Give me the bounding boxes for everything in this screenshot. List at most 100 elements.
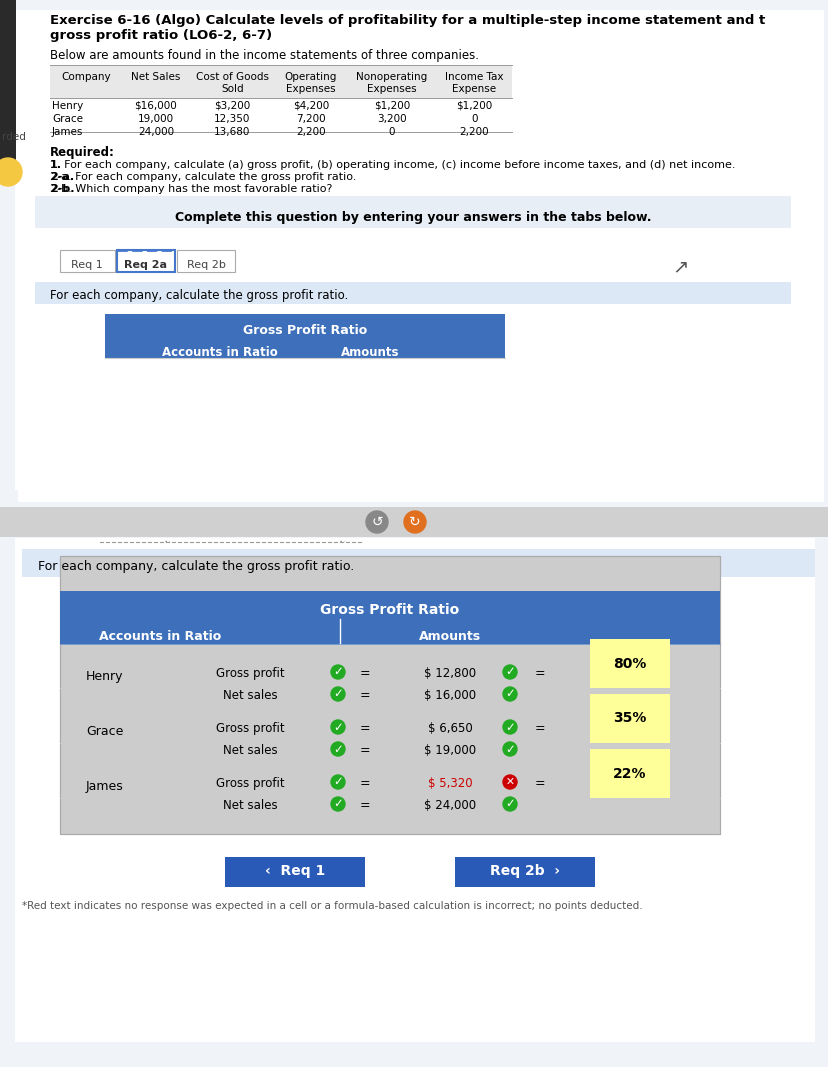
Text: $ 6,650: $ 6,650 (427, 722, 472, 735)
Text: 35%: 35% (613, 712, 646, 726)
Text: ✓: ✓ (333, 687, 343, 701)
Text: ✓: ✓ (333, 797, 343, 811)
Text: Exercise 6-16 (Algo) Calculate levels of profitability for a multiple-step incom: Exercise 6-16 (Algo) Calculate levels of… (50, 14, 764, 27)
FancyBboxPatch shape (60, 690, 720, 743)
Text: =: = (359, 799, 370, 812)
FancyBboxPatch shape (22, 550, 814, 577)
Text: 2-a.: 2-a. (50, 172, 74, 182)
Text: Henry: Henry (86, 670, 123, 683)
Text: 2,200: 2,200 (296, 127, 325, 137)
Text: *Red text indicates no response was expected in a cell or a formula-based calcul: *Red text indicates no response was expe… (22, 901, 642, 911)
Text: 1.: 1. (50, 160, 62, 170)
Text: ‹  Req 1: ‹ Req 1 (265, 864, 325, 878)
Text: Net sales: Net sales (223, 744, 277, 757)
Text: 12,350: 12,350 (214, 114, 250, 124)
Text: Complete this question by entering your answers in the tabs below.: Complete this question by entering your … (175, 211, 651, 224)
Circle shape (365, 511, 388, 534)
Text: $ 16,000: $ 16,000 (423, 689, 475, 702)
Circle shape (503, 775, 517, 789)
FancyBboxPatch shape (590, 639, 669, 688)
Text: Required:: Required: (50, 146, 115, 159)
Circle shape (330, 720, 344, 734)
Circle shape (503, 742, 517, 757)
Text: Gross Profit Ratio: Gross Profit Ratio (243, 324, 367, 337)
Text: Req 1: Req 1 (71, 260, 103, 270)
FancyBboxPatch shape (177, 250, 234, 272)
Text: =: = (359, 744, 370, 757)
Text: ✓: ✓ (504, 666, 514, 679)
Circle shape (330, 742, 344, 757)
FancyBboxPatch shape (60, 635, 720, 688)
Text: 0: 0 (388, 127, 395, 137)
Circle shape (503, 687, 517, 701)
Text: =: = (359, 689, 370, 702)
Text: =: = (359, 722, 370, 735)
Text: $16,000: $16,000 (134, 101, 177, 111)
Text: ↗: ↗ (671, 257, 687, 276)
FancyBboxPatch shape (60, 745, 720, 798)
Text: ✓: ✓ (333, 720, 343, 733)
Text: Gross profit: Gross profit (215, 667, 284, 680)
FancyBboxPatch shape (0, 507, 828, 537)
FancyBboxPatch shape (15, 10, 814, 490)
Text: $ 24,000: $ 24,000 (423, 799, 475, 812)
Circle shape (503, 665, 517, 679)
FancyBboxPatch shape (224, 857, 364, 887)
FancyBboxPatch shape (35, 282, 790, 304)
Text: For each company, calculate the gross profit ratio.: For each company, calculate the gross pr… (50, 289, 348, 302)
Text: $1,200: $1,200 (456, 101, 492, 111)
Text: Gross Profit Ratio: Gross Profit Ratio (320, 603, 459, 617)
FancyBboxPatch shape (50, 66, 512, 98)
Circle shape (403, 511, 426, 534)
Text: Req 2b  ›: Req 2b › (489, 864, 560, 878)
Text: $3,200: $3,200 (214, 101, 250, 111)
Text: Expenses: Expenses (367, 84, 416, 94)
Text: 1. For each company, calculate (a) gross profit, (b) operating income, (c) incom: 1. For each company, calculate (a) gross… (50, 160, 734, 170)
Text: Company: Company (61, 71, 111, 82)
FancyBboxPatch shape (0, 87, 16, 168)
Text: Grace: Grace (52, 114, 83, 124)
Text: ↺: ↺ (371, 515, 383, 529)
Text: gross profit ratio (LO6-2, 6-7): gross profit ratio (LO6-2, 6-7) (50, 29, 272, 42)
Text: Req 2a: Req 2a (124, 260, 167, 270)
Text: For each company, calculate the gross profit ratio.: For each company, calculate the gross pr… (38, 560, 354, 573)
Circle shape (330, 687, 344, 701)
Text: $4,200: $4,200 (292, 101, 329, 111)
Text: ✓: ✓ (333, 776, 343, 789)
Text: Amounts: Amounts (340, 346, 399, 359)
Text: 3,200: 3,200 (377, 114, 407, 124)
Text: Gross profit: Gross profit (215, 722, 284, 735)
Text: James: James (52, 127, 84, 137)
Text: 2-b.: 2-b. (50, 184, 75, 194)
FancyBboxPatch shape (105, 314, 504, 336)
Text: 80%: 80% (613, 656, 646, 670)
Text: $ 19,000: $ 19,000 (423, 744, 475, 757)
Text: Req 2b: Req 2b (186, 260, 225, 270)
Circle shape (330, 665, 344, 679)
Text: 7,200: 7,200 (296, 114, 325, 124)
Circle shape (330, 797, 344, 811)
Text: Amounts: Amounts (418, 630, 480, 643)
FancyBboxPatch shape (18, 10, 823, 501)
Text: 2,200: 2,200 (460, 127, 489, 137)
Text: James: James (86, 780, 123, 793)
Text: Income Tax: Income Tax (445, 71, 503, 82)
Text: $1,200: $1,200 (373, 101, 410, 111)
Text: $ 5,320: $ 5,320 (427, 777, 472, 790)
Text: Henry: Henry (52, 101, 83, 111)
FancyBboxPatch shape (60, 250, 115, 272)
Text: 0: 0 (470, 114, 477, 124)
Circle shape (330, 775, 344, 789)
FancyBboxPatch shape (105, 336, 504, 359)
Text: rded: rded (2, 132, 26, 142)
Text: 2-a. For each company, calculate the gross profit ratio.: 2-a. For each company, calculate the gro… (50, 172, 356, 182)
Text: Operating: Operating (285, 71, 337, 82)
FancyBboxPatch shape (15, 538, 814, 1042)
FancyBboxPatch shape (35, 196, 790, 228)
Text: 24,000: 24,000 (137, 127, 174, 137)
Text: Nonoperating: Nonoperating (356, 71, 427, 82)
Text: Net sales: Net sales (223, 799, 277, 812)
Text: $ 12,800: $ 12,800 (423, 667, 475, 680)
Text: ✓: ✓ (504, 720, 514, 733)
Text: Expenses: Expenses (286, 84, 335, 94)
